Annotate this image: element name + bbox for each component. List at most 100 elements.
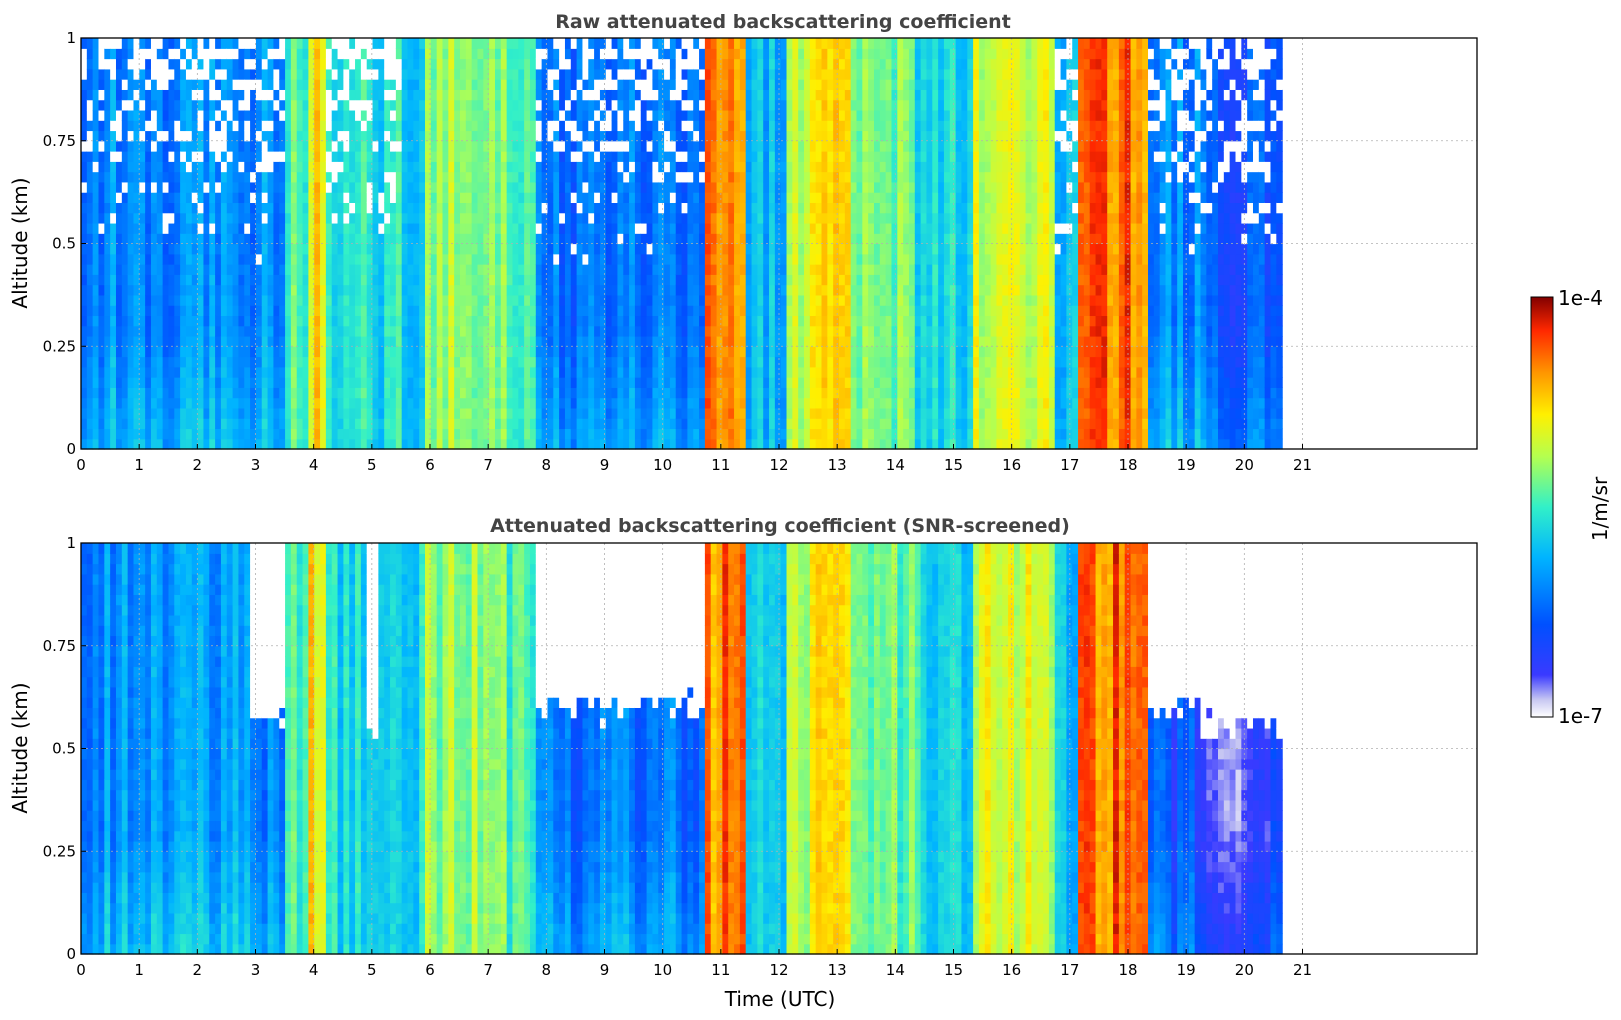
heatmap-cell <box>279 79 286 90</box>
heatmap-cell <box>320 294 327 306</box>
heatmap-cell <box>366 264 374 275</box>
heatmap-cell <box>430 356 438 368</box>
heatmap-cell <box>203 387 210 399</box>
heatmap-cell <box>285 366 292 378</box>
heatmap-cell <box>279 233 286 245</box>
heatmap-cell <box>267 79 275 90</box>
heatmap-cell <box>331 181 339 193</box>
heatmap-cell <box>570 212 578 224</box>
heatmap-cell <box>623 151 630 162</box>
heatmap-cell <box>104 140 111 152</box>
heatmap-cell <box>483 305 490 317</box>
heatmap-cell <box>722 418 729 430</box>
heatmap-cell <box>553 335 560 347</box>
heatmap-cell <box>640 171 648 183</box>
heatmap-cell <box>693 140 700 152</box>
heatmap-cell <box>232 356 240 368</box>
heatmap-cell <box>425 305 432 317</box>
heatmap-cell <box>150 212 158 224</box>
heatmap-cell <box>634 325 642 337</box>
heatmap-cell <box>86 48 94 60</box>
heatmap-cell <box>623 212 630 224</box>
heatmap-cell <box>664 120 671 132</box>
heatmap-cell <box>250 243 257 255</box>
heatmap-cell <box>425 356 432 368</box>
heatmap-cell <box>559 233 566 245</box>
heatmap-cell <box>623 192 630 204</box>
heatmap-cell <box>127 171 135 183</box>
heatmap-cell <box>757 284 764 296</box>
heatmap-cell <box>145 366 152 378</box>
heatmap-cell <box>314 222 321 234</box>
heatmap-cell <box>693 294 700 306</box>
heatmap-cell <box>710 428 718 440</box>
heatmap-cell <box>413 418 420 430</box>
heatmap-cell <box>646 377 654 388</box>
heatmap-cell <box>460 68 467 80</box>
heatmap-cell <box>378 130 385 142</box>
heatmap-cell <box>518 120 525 132</box>
heatmap-cell <box>325 418 333 430</box>
heatmap-cell <box>716 222 723 234</box>
heatmap-cell <box>215 325 222 337</box>
heatmap-cell <box>390 151 397 162</box>
heatmap-cell <box>751 407 758 419</box>
heatmap-cell <box>605 130 613 142</box>
heatmap-cell <box>471 294 479 306</box>
heatmap-cell <box>594 212 601 224</box>
heatmap-cell <box>355 68 362 80</box>
heatmap-cell <box>704 222 712 234</box>
heatmap-cell <box>617 58 624 70</box>
heatmap-cell <box>273 233 280 245</box>
heatmap-cell <box>197 387 205 399</box>
heatmap-cell <box>500 407 508 419</box>
heatmap-cell <box>804 192 811 204</box>
heatmap-cell <box>98 335 105 347</box>
heatmap-cell <box>594 171 601 183</box>
heatmap-cell <box>279 68 286 80</box>
heatmap-cell <box>378 407 385 419</box>
heatmap-cell <box>728 99 735 111</box>
heatmap-cell <box>634 407 642 419</box>
heatmap-cell <box>220 99 228 111</box>
heatmap-cell <box>681 58 688 70</box>
heatmap-cell <box>279 407 286 419</box>
heatmap-cell <box>273 428 280 440</box>
heatmap-cell <box>384 120 391 132</box>
heatmap-cell <box>331 130 339 142</box>
heatmap-cell <box>646 325 654 337</box>
heatmap-cell <box>588 356 595 368</box>
heatmap-cell <box>86 407 94 419</box>
heatmap-cell <box>786 222 793 234</box>
heatmap-cell <box>506 346 514 358</box>
heatmap-cell <box>763 315 770 327</box>
heatmap-cell <box>273 377 280 388</box>
heatmap-cell <box>693 418 700 430</box>
heatmap-cell <box>675 58 683 70</box>
heatmap-cell <box>168 151 175 162</box>
heatmap-cell <box>786 233 793 245</box>
heatmap-cell <box>360 109 368 121</box>
heatmap-cell <box>285 407 292 419</box>
heatmap-cell <box>261 315 269 327</box>
heatmap-cell <box>687 202 694 214</box>
heatmap-cell <box>576 161 584 173</box>
heatmap-cell <box>279 356 286 368</box>
heatmap-cell <box>430 377 438 388</box>
heatmap-cell <box>477 366 484 378</box>
heatmap-cell <box>570 438 578 450</box>
heatmap-cell <box>582 233 589 245</box>
heatmap-cell <box>215 192 222 204</box>
heatmap-cell <box>658 387 665 399</box>
heatmap-cell <box>285 418 292 430</box>
heatmap-cell <box>518 264 525 275</box>
heatmap-cell <box>343 305 350 317</box>
heatmap-cell <box>582 305 589 317</box>
heatmap-cell <box>366 171 374 183</box>
heatmap-cell <box>215 253 222 265</box>
heatmap-cell <box>110 89 117 101</box>
heatmap-cell <box>786 151 793 162</box>
heatmap-cell <box>524 325 531 337</box>
heatmap-cell <box>355 335 362 347</box>
heatmap-cell <box>699 397 706 409</box>
